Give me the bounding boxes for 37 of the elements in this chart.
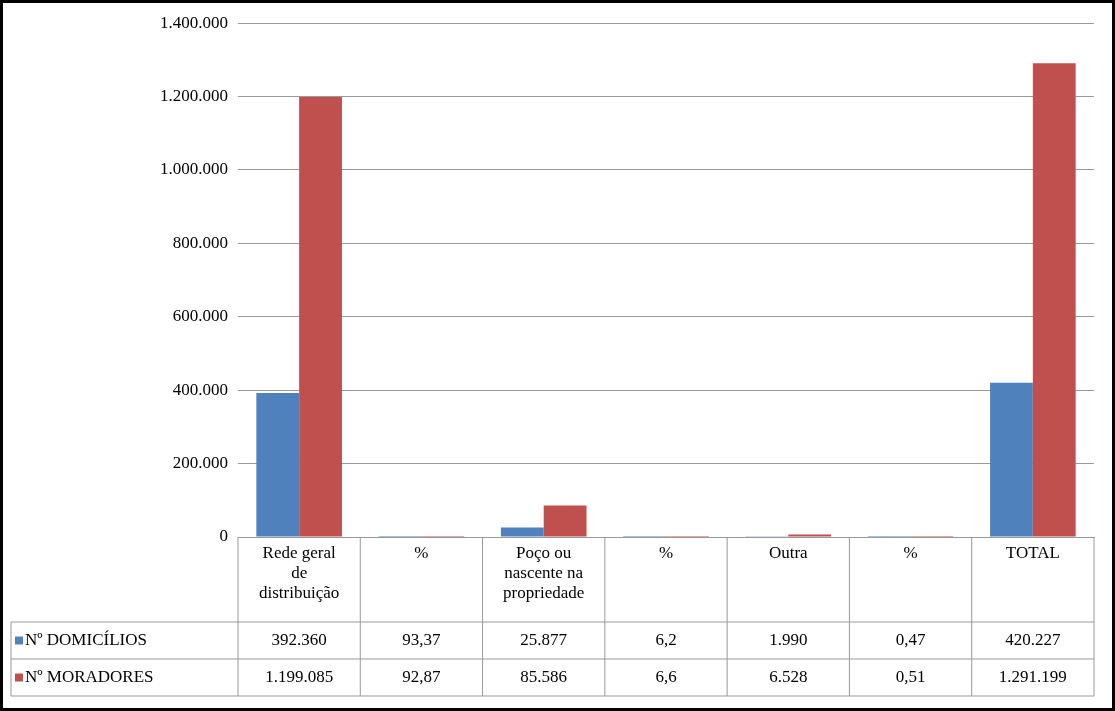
data-label: 85.586 bbox=[520, 666, 568, 686]
data-label: 1.990 bbox=[769, 629, 808, 649]
bar bbox=[543, 505, 587, 537]
bar bbox=[500, 527, 544, 537]
x-tick-label: % bbox=[414, 542, 429, 562]
legend-label: Nº DOMICÍLIOS bbox=[25, 629, 147, 649]
bar bbox=[256, 393, 300, 537]
legend-label: Nº MORADORES bbox=[25, 666, 154, 686]
y-tick-label: 0 bbox=[219, 526, 228, 546]
data-label: 1.199.085 bbox=[265, 666, 334, 686]
data-label: 93,37 bbox=[402, 629, 442, 649]
data-label: 420.227 bbox=[1005, 629, 1061, 649]
y-tick-label: 1.400.000 bbox=[160, 12, 228, 32]
x-tick-label: % bbox=[658, 542, 674, 562]
data-label: 6,2 bbox=[655, 629, 677, 649]
data-label: 6.528 bbox=[769, 666, 808, 686]
x-tick-label: TOTAL bbox=[1005, 542, 1060, 562]
data-label: 6,6 bbox=[655, 666, 677, 686]
data-label: 1.291.199 bbox=[998, 666, 1067, 686]
y-tick-label: 1.000.000 bbox=[160, 159, 228, 179]
bar bbox=[990, 382, 1033, 537]
y-tick-label: 600.000 bbox=[172, 306, 228, 326]
data-label: 92,87 bbox=[402, 666, 442, 686]
bar bbox=[299, 96, 342, 537]
data-label: 0,47 bbox=[895, 629, 926, 649]
data-label: 392.360 bbox=[271, 629, 327, 649]
y-tick-label: 400.000 bbox=[172, 379, 228, 399]
x-tick-label: Rede geral de distribuição bbox=[259, 542, 340, 603]
y-tick-label: 800.000 bbox=[172, 232, 228, 252]
bar bbox=[1032, 63, 1076, 537]
data-label: 0,51 bbox=[895, 666, 926, 686]
x-tick-label: % bbox=[903, 542, 918, 562]
x-tick-label: Poço ou nascente na propriedade bbox=[503, 542, 585, 603]
x-tick-label: Outra bbox=[768, 542, 809, 562]
y-tick-label: 200.000 bbox=[172, 453, 228, 473]
data-label: 25.877 bbox=[520, 629, 568, 649]
y-tick-label: 1.200.000 bbox=[160, 86, 228, 106]
